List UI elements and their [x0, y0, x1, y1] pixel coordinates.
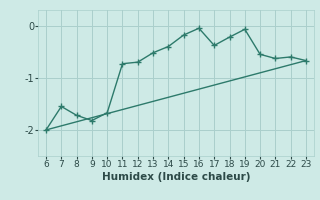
- X-axis label: Humidex (Indice chaleur): Humidex (Indice chaleur): [102, 172, 250, 182]
